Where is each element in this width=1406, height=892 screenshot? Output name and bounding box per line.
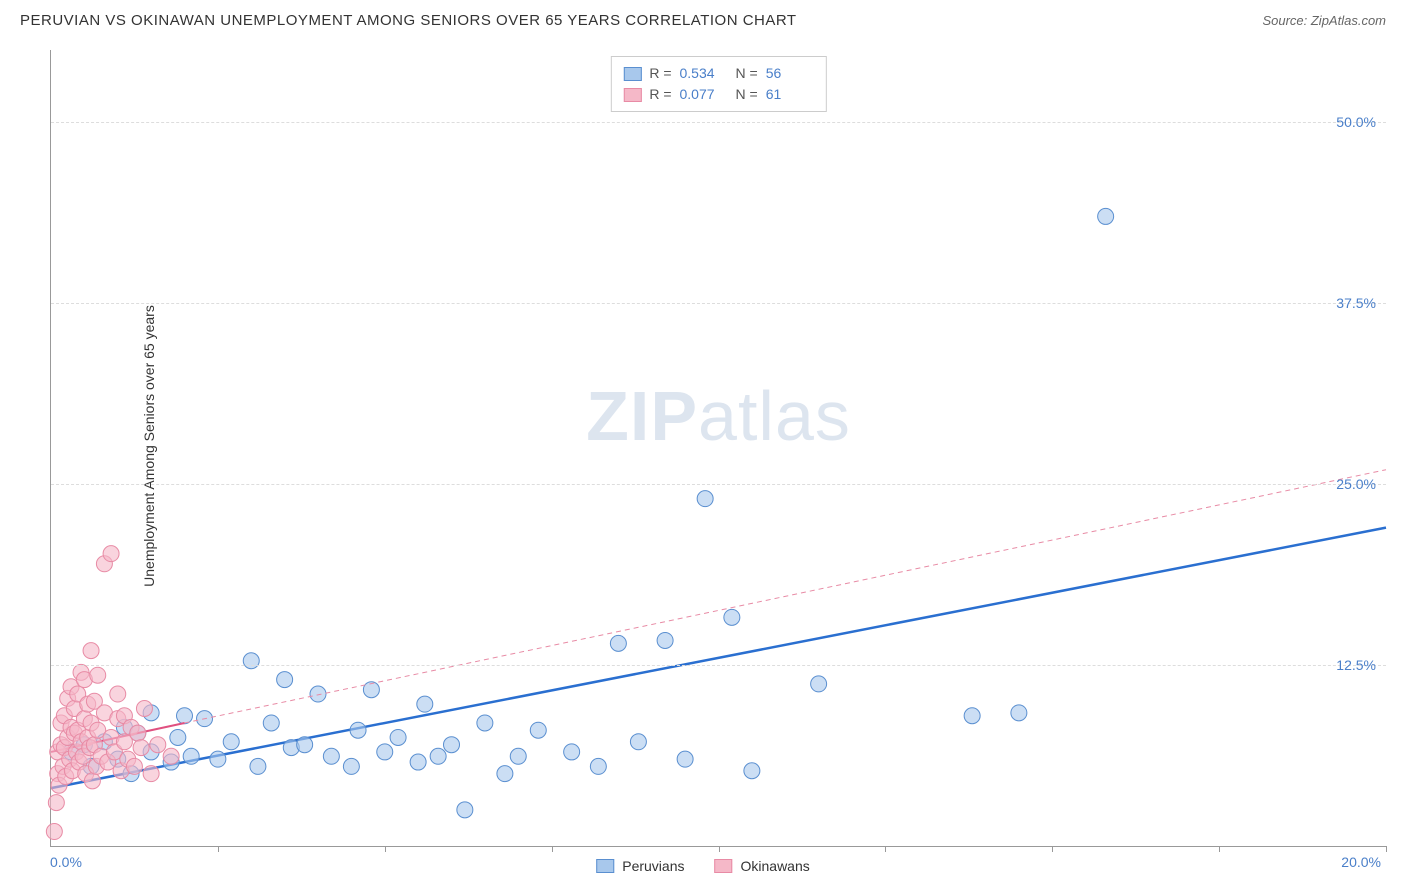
chart-plot-area: ZIPatlas R =0.534N =56R =0.077N =61 12.5…	[50, 50, 1386, 847]
legend-n-label: N =	[736, 63, 758, 84]
legend-r-label: R =	[649, 63, 671, 84]
legend-r-value: 0.534	[680, 63, 728, 84]
scatter-svg	[51, 50, 1386, 846]
legend-n-value: 61	[766, 84, 814, 105]
legend-row: R = 0.077 N = 61	[623, 84, 813, 105]
x-tick	[385, 846, 386, 852]
x-tick	[1052, 846, 1053, 852]
y-tick-label: 50.0%	[1336, 114, 1376, 130]
x-origin-label: 0.0%	[50, 854, 82, 870]
chart-source: Source: ZipAtlas.com	[1262, 13, 1386, 28]
legend-swatch	[623, 88, 641, 102]
legend-label: Peruvians	[622, 858, 684, 874]
series-legend: Peruvians Okinawans	[596, 858, 810, 874]
y-tick-label: 37.5%	[1336, 295, 1376, 311]
y-tick-label: 12.5%	[1336, 657, 1376, 673]
legend-row: R = 0.534 N = 56	[623, 63, 813, 84]
legend-swatch	[623, 67, 641, 81]
chart-header: PERUVIAN VS OKINAWAN UNEMPLOYMENT AMONG …	[0, 0, 1406, 37]
x-tick	[885, 846, 886, 852]
legend-label: Okinawans	[741, 858, 810, 874]
gridline-h	[51, 122, 1386, 123]
x-tick	[552, 846, 553, 852]
legend-n-value: 56	[766, 63, 814, 84]
y-tick-label: 25.0%	[1336, 476, 1376, 492]
x-tick	[1386, 846, 1387, 852]
legend-item: Peruvians	[596, 858, 684, 874]
legend-n-label: N =	[736, 84, 758, 105]
legend-r-value: 0.077	[680, 84, 728, 105]
legend-swatch	[596, 859, 614, 873]
gridline-h	[51, 303, 1386, 304]
x-tick	[218, 846, 219, 852]
correlation-legend: R = 0.534 N = 56 R = 0.077 N = 61	[610, 56, 826, 112]
x-tick	[1219, 846, 1220, 852]
gridline-h	[51, 484, 1386, 485]
chart-title: PERUVIAN VS OKINAWAN UNEMPLOYMENT AMONG …	[20, 12, 797, 29]
x-tick	[719, 846, 720, 852]
legend-swatch	[715, 859, 733, 873]
x-max-label: 20.0%	[1341, 854, 1381, 870]
legend-item: Okinawans	[715, 858, 810, 874]
legend-r-label: R =	[649, 84, 671, 105]
gridline-h	[51, 665, 1386, 666]
